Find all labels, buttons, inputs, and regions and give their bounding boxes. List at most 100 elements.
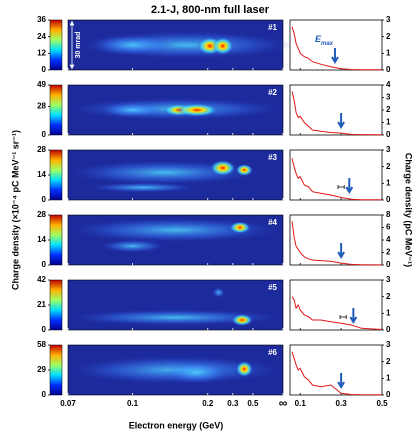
spectrum-frame bbox=[289, 214, 383, 266]
colorbar-tick-label: 0 bbox=[42, 260, 47, 269]
beam-feature bbox=[68, 309, 283, 326]
y-tick-label: 1 bbox=[386, 48, 391, 57]
x-axis-label: Electron energy (GeV) bbox=[129, 420, 224, 430]
y-tick-label: 0 bbox=[386, 130, 391, 139]
colorbar-tick-label: 14 bbox=[37, 170, 46, 179]
colorbar-tick-label: 12 bbox=[37, 48, 46, 57]
y-tick-label: 6 bbox=[386, 223, 391, 232]
y-tick-label: 4 bbox=[386, 80, 391, 89]
y-tick-label: 2 bbox=[386, 248, 391, 257]
emax-arrow bbox=[337, 243, 345, 259]
colorbar-tick-label: 0 bbox=[42, 65, 47, 74]
right-axis-label: Charge density (pC MeV⁻¹) bbox=[404, 153, 414, 267]
y-tick-label: 4 bbox=[386, 235, 391, 244]
spectrum-line bbox=[291, 158, 383, 201]
beam-feature bbox=[164, 361, 230, 384]
y-tick-label: 2 bbox=[386, 292, 391, 301]
colorbar-tick-label: 0 bbox=[42, 390, 47, 399]
beam-feature bbox=[212, 37, 234, 55]
beam-feature bbox=[209, 160, 236, 176]
y-tick-label: 3 bbox=[386, 93, 391, 102]
beam-feature bbox=[89, 35, 176, 55]
error-bar bbox=[337, 185, 345, 189]
spectrum-frame bbox=[289, 344, 383, 396]
spectrum-frame bbox=[289, 19, 383, 71]
emax-label-main: E bbox=[315, 34, 322, 44]
colorbar-tick-label: 28 bbox=[37, 210, 46, 219]
spectrum-line bbox=[291, 91, 383, 136]
divergence-label: 30 mrad bbox=[75, 32, 82, 59]
colorbar-tick-label: 58 bbox=[37, 340, 46, 349]
image-x-tick-label: 0.5 bbox=[247, 399, 259, 408]
y-tick-label: 1 bbox=[386, 178, 391, 187]
colorbar-tick-label: 28 bbox=[37, 102, 46, 111]
shot-label: #2 bbox=[268, 88, 277, 97]
colorbar-tick-label: 21 bbox=[37, 300, 46, 309]
emax-arrow bbox=[345, 178, 354, 194]
colorbar-tick-label: 36 bbox=[37, 15, 46, 24]
colorbar-tick-label: 14 bbox=[37, 235, 46, 244]
shot-label: #6 bbox=[268, 348, 277, 357]
y-tick-label: 2 bbox=[386, 162, 391, 171]
left-axis-label: Charge density (×10⁻⁴ pC MeV⁻¹ sr⁻¹) bbox=[10, 130, 20, 290]
y-tick-label: 3 bbox=[386, 340, 391, 349]
colorbar bbox=[49, 214, 63, 266]
image-x-tick-label: ∞ bbox=[279, 396, 288, 410]
figure-title: 2.1-J, 800-nm full laser bbox=[151, 4, 270, 16]
y-tick-label: 1 bbox=[386, 308, 391, 317]
colorbar-tick-label: 28 bbox=[37, 145, 46, 154]
y-tick-label: 0 bbox=[386, 260, 391, 269]
emax-arrow bbox=[337, 113, 345, 129]
shot-label: #1 bbox=[268, 23, 277, 32]
image-x-tick-label: 0.2 bbox=[202, 399, 214, 408]
emax-arrow bbox=[337, 373, 345, 389]
colorbar-tick-label: 29 bbox=[37, 365, 46, 374]
x-tick-label: 0.3 bbox=[336, 399, 348, 408]
shot-label: #3 bbox=[268, 153, 277, 162]
beam-feature bbox=[231, 314, 253, 326]
spectrum-frame bbox=[289, 279, 383, 331]
colorbar-tick-label: 0 bbox=[42, 130, 47, 139]
colorbar-tick-label: 0 bbox=[42, 325, 47, 334]
emax-label: Emax bbox=[315, 34, 334, 46]
x-tick-label: 0.5 bbox=[376, 399, 388, 408]
colorbar bbox=[49, 279, 63, 331]
beam-feature bbox=[89, 182, 197, 193]
emax-label-sub: max bbox=[321, 41, 334, 47]
colorbar-tick-label: 42 bbox=[37, 275, 46, 284]
y-tick-label: 0 bbox=[386, 390, 391, 399]
spectrum-frame bbox=[289, 84, 383, 136]
beam-feature bbox=[235, 361, 253, 377]
error-bar bbox=[339, 315, 347, 319]
beam-feature bbox=[68, 218, 283, 242]
spectrum-line bbox=[291, 296, 383, 330]
y-tick-label: 1 bbox=[386, 118, 391, 127]
emax-arrow bbox=[331, 48, 339, 64]
image-x-tick-label: 0.3 bbox=[227, 399, 239, 408]
image-x-tick-label: 0.07 bbox=[60, 399, 76, 408]
shot-label: #4 bbox=[268, 218, 277, 227]
beam-feature bbox=[212, 287, 225, 298]
y-tick-label: 3 bbox=[386, 145, 391, 154]
y-tick-label: 2 bbox=[386, 357, 391, 366]
x-tick-label: 0.1 bbox=[295, 399, 307, 408]
beam-feature bbox=[235, 164, 253, 176]
colorbar-tick-label: 0 bbox=[42, 195, 47, 204]
spectrum-line bbox=[291, 26, 383, 71]
shot-label: #5 bbox=[268, 283, 277, 292]
emax-arrow bbox=[349, 308, 358, 324]
image-x-tick-label: 0.1 bbox=[127, 399, 139, 408]
y-tick-label: 1 bbox=[386, 373, 391, 382]
beam-feature bbox=[100, 102, 165, 118]
beam-feature bbox=[229, 221, 251, 234]
beam-feature bbox=[100, 239, 165, 253]
colorbar bbox=[49, 19, 63, 71]
y-tick-label: 0 bbox=[386, 65, 391, 74]
spectrum-line bbox=[291, 221, 383, 266]
y-tick-label: 3 bbox=[386, 275, 391, 284]
colorbar bbox=[49, 149, 63, 201]
colorbar bbox=[49, 344, 63, 396]
colorbar-tick-label: 49 bbox=[37, 80, 46, 89]
spectrum-line bbox=[291, 351, 383, 396]
